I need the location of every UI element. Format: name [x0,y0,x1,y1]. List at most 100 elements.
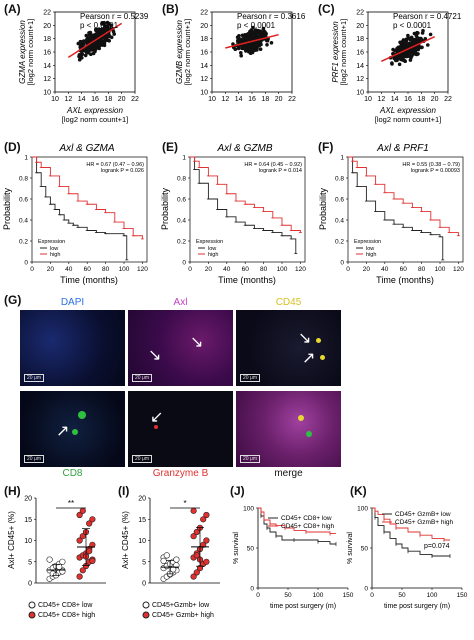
data-point [420,31,425,35]
ylabel2-b: [log2 norm count+1] [183,19,192,86]
scalebar: 20 μm [24,374,44,382]
dotplot-i: 0 5 10 15 20 * Axl+ CD45+ (%) CD45+Gzmb+ low… [121,496,220,619]
xlabel-k: time post surgery (m) [384,603,450,610]
points-c [388,28,433,67]
y-tick-label: 50 [361,546,369,553]
data-point [416,31,420,35]
cell-spot [320,355,325,360]
data-point [398,46,403,51]
hr-d: HR = 0.67 (0.47 – 0.96) [86,162,144,168]
x-tick-label: 50 [398,592,406,599]
data-point [239,51,243,55]
logrank-d: logrank P = 0.026 [101,168,144,174]
data-point [89,541,96,548]
data-point [261,26,266,31]
ylabel-d: Probability [2,187,12,230]
data-point [193,569,200,576]
xlabel-e: Time (months) [218,275,276,285]
x-tick-label: 10 [364,96,372,103]
data-point [78,42,82,46]
x-tick-label: 22 [288,96,296,103]
data-point [83,53,88,58]
x-tick-label: 40 [381,266,389,273]
ylabel-c: PRF1 expression [331,21,340,83]
pvalue-k: p=0.074 [424,543,450,550]
label-cd45: CD45 [275,297,302,308]
data-point [256,41,261,45]
data-point [409,55,413,60]
y-tick-label: 12 [356,76,364,83]
data-point [247,47,252,51]
x-tick-label: 50 [284,592,292,599]
legend-title-d: Expression [38,239,65,245]
data-point [248,51,253,55]
legend-low-d: low [50,246,58,252]
legend-low-j: CD45+ CD8+ low [281,515,332,522]
xlabel-j: time post surgery (m) [270,603,336,610]
y-tick-label: 0.2 [177,239,186,246]
data-point [258,47,263,51]
data-point [260,31,265,36]
sig-h: ** [68,499,74,508]
pearson-a: Pearson r = 0.5239 [80,12,149,21]
label-cd8: CD8 [62,468,83,479]
data-point [89,557,96,565]
data-point [85,37,89,41]
km-d: Axl & GZMA HR = 0.67 (0.47 – 0.96) logra… [2,143,148,285]
scalebar: 20 μm [24,455,44,463]
data-point [87,48,91,52]
y-tick-label: 0 [364,586,368,593]
survival-k: 0 50 100 150 0 50 100 CD45+ GzmB+ low CD45+ Gz… [347,506,468,611]
km-f: Axl & PRF1 HR = 0.55 (0.38 – 0.79) logra… [318,143,464,285]
cell-spot [298,415,304,421]
y-tick-label: 22 [43,10,51,17]
y-tick-label: 18 [43,36,51,43]
data-point [243,44,247,49]
data-point [111,29,116,34]
legend-low-e: low [208,246,216,252]
data-point [412,51,416,56]
x-tick-label: 16 [404,96,412,103]
y-tick-label: 0 [182,260,186,267]
y-tick-label: 0.4 [177,218,186,225]
data-point [420,45,424,50]
panel-label-a: (A) [4,2,21,16]
y-tick-label: 50 [247,546,255,553]
data-point [89,516,96,523]
x-tick-label: 0 [30,266,34,273]
fit-line-b [225,33,279,49]
xlabel2-a: [log2 norm count+1] [62,115,129,124]
y-tick-label: 100 [243,506,254,513]
y-tick-label: 0.8 [177,176,186,183]
data-point [265,43,269,47]
legend-low-h: CD45+ CD8+ low [38,602,93,609]
x-tick-label: 18 [261,96,269,103]
x-tick-label: 20 [431,96,439,103]
data-point [173,556,180,563]
label-granzyme: Granzyme B [152,468,209,479]
y-tick-label: 14 [356,63,364,70]
data-point [398,56,402,61]
panel-label-k: (K) [350,484,367,498]
x-tick-label: 60 [400,266,408,273]
image-granzyme: ↙ 20 μm [128,391,233,467]
xlabel-f: Time (months) [376,275,434,285]
data-point [401,58,405,62]
hr-f: HR = 0.55 (0.38 – 0.79) [402,162,460,168]
data-point [76,573,83,580]
y-tick-label: 0.6 [19,197,28,204]
x-tick-label: 12 [221,96,229,103]
legend-low-f: low [366,246,374,252]
ylabel-a: GZMA expression [18,20,27,84]
pvalue-a: p < 0.0001 [80,21,119,30]
xlabel-c: AXL expression [379,106,436,115]
data-point [426,43,430,47]
y-tick-label: 16 [200,50,208,57]
points-a [76,20,116,62]
data-point [263,30,267,34]
data-point [412,37,417,42]
scalebar: 20 μm [132,455,152,463]
legend-title-f: Expression [354,239,381,245]
x-tick-label: 16 [91,96,99,103]
y-tick-label: 0 [28,581,32,588]
